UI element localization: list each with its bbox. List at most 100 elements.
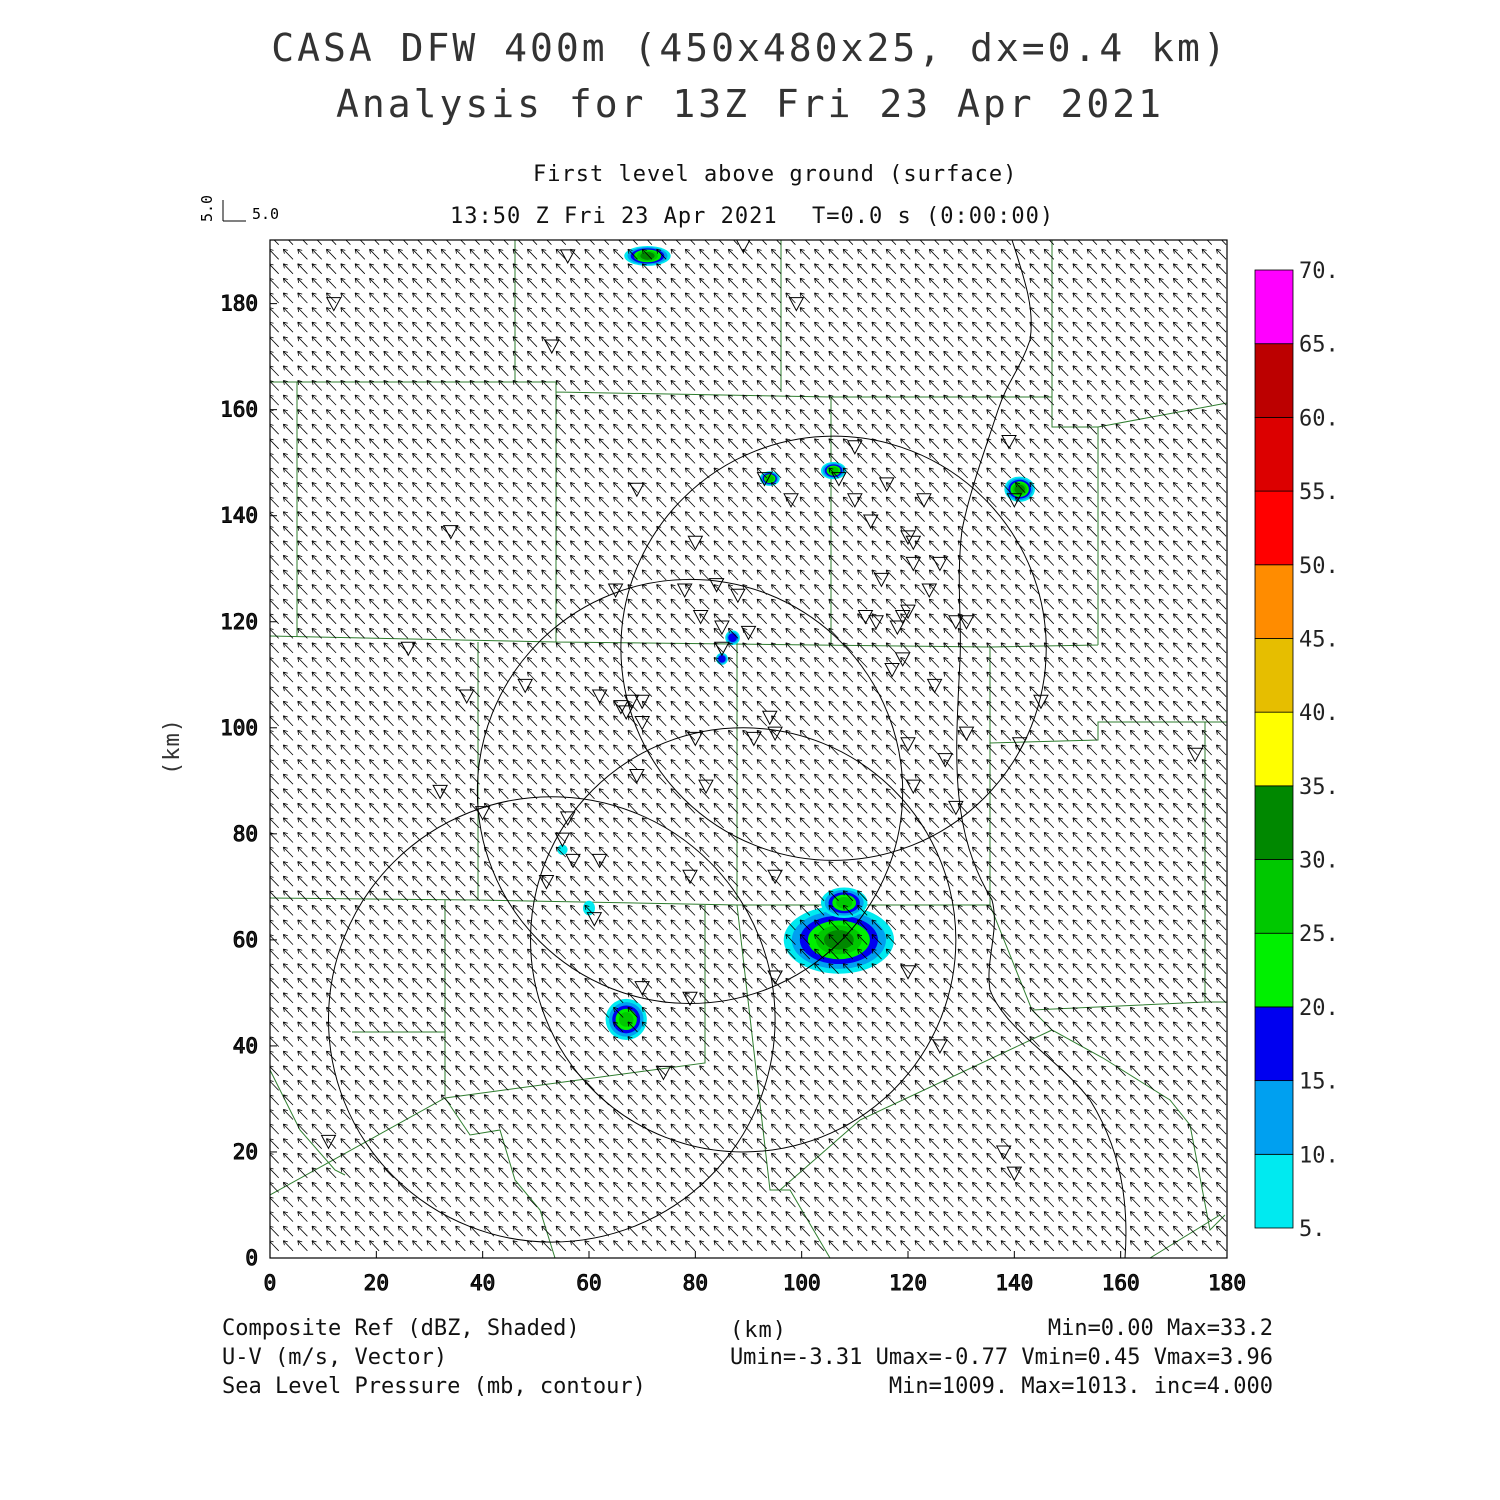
wind-vector (326, 482, 337, 493)
wind-vector (397, 423, 409, 435)
wind-vector (270, 701, 279, 712)
wind-vector (483, 1094, 495, 1106)
wind-vector (512, 1006, 523, 1018)
wind-vector (297, 350, 308, 362)
wind-vector (297, 1109, 308, 1120)
wind-vector (469, 934, 480, 945)
wind-vector (369, 1123, 380, 1135)
wind-vector (297, 861, 308, 872)
wind-vector (498, 846, 509, 858)
wind-vector (412, 613, 423, 625)
wind-vector (326, 759, 337, 770)
wind-vector (498, 890, 509, 902)
wind-vector (498, 657, 509, 668)
colorbar-label: 20. (1299, 996, 1339, 1021)
wind-vector (455, 438, 466, 450)
wind-vector (282, 1123, 294, 1135)
wind-vector (297, 409, 308, 420)
wind-vector (440, 904, 452, 916)
wind-vector (282, 452, 294, 464)
wind-vector (483, 263, 495, 275)
wind-vector (374, 240, 380, 245)
wind-vector (270, 948, 279, 960)
wind-vector (311, 438, 322, 450)
wind-vector (311, 1138, 322, 1149)
wind-vector (483, 700, 495, 712)
wind-vector (297, 802, 308, 814)
wind-vector (340, 1065, 351, 1077)
wind-vector (383, 554, 394, 566)
wind-vector (397, 292, 409, 304)
wind-vector (369, 773, 380, 785)
wind-vector (412, 832, 423, 843)
wind-vector (354, 248, 366, 260)
wind-vector (311, 525, 322, 537)
wind-vector (455, 380, 466, 391)
wind-vector (426, 729, 437, 741)
wind-vector (426, 1181, 437, 1193)
wind-vector (483, 336, 495, 348)
wind-vector (383, 496, 394, 508)
wind-vector (369, 584, 380, 595)
wind-vector (498, 380, 509, 391)
wind-vector (440, 511, 452, 522)
wind-vector (455, 1211, 466, 1222)
wind-vector (340, 627, 351, 639)
wind-vector (455, 467, 466, 479)
wind-vector (440, 744, 452, 756)
wind-vector (311, 963, 322, 974)
wind-vector (397, 365, 409, 377)
wind-vector (383, 292, 394, 304)
wind-vector (483, 394, 495, 406)
wind-vector (340, 1094, 351, 1106)
wind-vector (340, 948, 351, 960)
wind-vector (426, 744, 437, 756)
wind-vector (440, 890, 452, 902)
wind-vector (340, 1152, 351, 1164)
wind-vector (440, 1109, 452, 1120)
wind-vector (402, 240, 409, 245)
wind-vector (354, 452, 366, 464)
wind-vector (282, 467, 294, 479)
wind-vector (326, 452, 337, 464)
wind-vector (455, 1036, 466, 1047)
wind-vector (498, 977, 509, 989)
wind-vector (270, 1050, 279, 1062)
wind-vector (369, 715, 380, 727)
wind-vector (440, 423, 452, 435)
wind-vector (440, 977, 452, 989)
wind-vector (431, 240, 437, 245)
wind-vector (512, 1050, 523, 1062)
wind-vector (512, 1167, 523, 1179)
footer-field2: U-V (m/s, Vector) (222, 1345, 448, 1370)
wind-vector (354, 1181, 366, 1193)
wind-vector (383, 423, 394, 435)
wind-vector (354, 525, 366, 537)
wind-vector (282, 627, 294, 639)
wind-vector (354, 1050, 366, 1062)
wind-vector (270, 1007, 279, 1018)
wind-vector (397, 336, 409, 348)
wind-vector (326, 1050, 337, 1062)
x-tick-label: 0 (264, 1271, 277, 1295)
wind-vector (426, 846, 437, 858)
wind-vector (282, 248, 294, 260)
wind-vector (369, 1211, 380, 1222)
wind-vector (498, 802, 509, 814)
wind-vector (383, 1079, 394, 1091)
wind-vector (369, 1138, 380, 1149)
wind-vector (469, 729, 480, 741)
wind-vector (282, 1240, 294, 1252)
wind-vector (498, 904, 509, 916)
wind-vector (397, 452, 409, 464)
wind-vector (455, 598, 466, 610)
wind-vector (326, 729, 337, 741)
wind-vector (354, 832, 366, 843)
wind-vector (340, 1050, 351, 1062)
wind-vector (440, 1225, 452, 1237)
wind-vector (340, 394, 351, 406)
wind-vector (270, 978, 279, 989)
wind-vector (340, 642, 351, 654)
wind-vector (440, 467, 452, 479)
wind-vector (498, 1167, 509, 1179)
